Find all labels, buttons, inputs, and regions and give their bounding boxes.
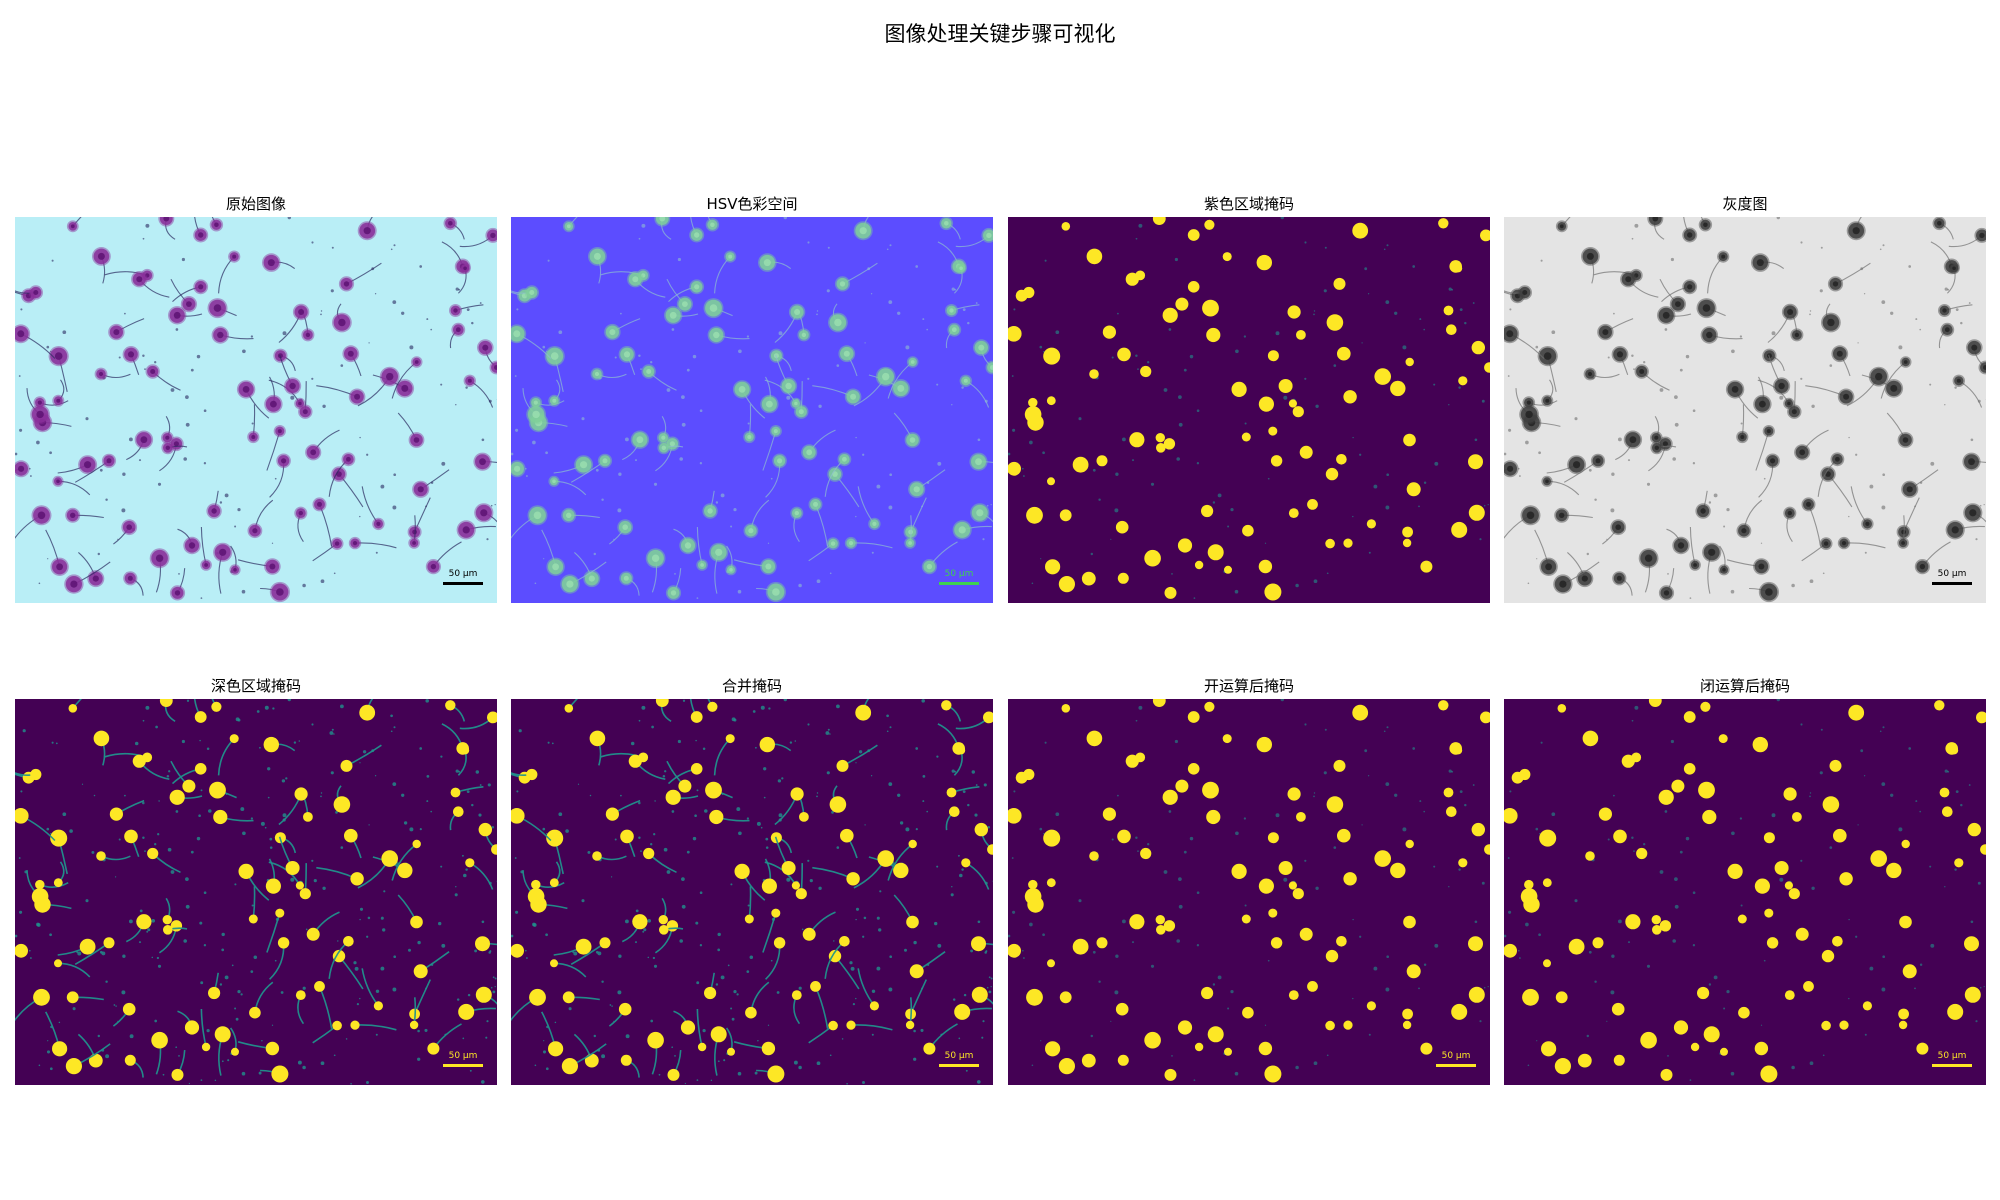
image-merged-mask: 50 µm [511, 699, 993, 1085]
scale-bar-label: 50 µm [448, 569, 478, 579]
panel-title: HSV色彩空间 [706, 195, 798, 213]
scale-bar-label: 50 µm [448, 1051, 478, 1061]
panel-title: 闭运算后掩码 [1699, 677, 1790, 695]
image-original: 50 µm [15, 217, 497, 603]
micrograph-canvas [1008, 699, 1490, 1085]
panel-title: 灰度图 [1722, 195, 1768, 213]
scale-bar-label: 50 µm [1937, 1051, 1967, 1061]
image-dark-mask: 50 µm [15, 699, 497, 1085]
scale-bar-label: 50 µm [1937, 569, 1967, 579]
scale-bar [1932, 582, 1972, 585]
scale-bar-label: 50 µm [1441, 1051, 1471, 1061]
image-background [1504, 217, 1986, 603]
scale-bar [1436, 1064, 1476, 1067]
micrograph-canvas [15, 217, 497, 603]
scale-bar [939, 582, 979, 585]
scale-bar [939, 1064, 979, 1067]
panel-title: 深色区域掩码 [210, 677, 301, 695]
micrograph-canvas [511, 699, 993, 1085]
panel-title: 原始图像 [225, 195, 286, 213]
image-hsv: 50 µm [511, 217, 993, 603]
image-opened-mask: 50 µm [1008, 699, 1490, 1085]
image-background [1008, 699, 1490, 1085]
micrograph-canvas [1504, 217, 1986, 603]
image-background [15, 217, 497, 603]
image-closed-mask: 50 µm [1504, 699, 1986, 1085]
scale-bar [1932, 1064, 1972, 1067]
scale-bar [443, 582, 483, 585]
image-background [511, 699, 993, 1085]
scale-bar [443, 1064, 483, 1067]
micrograph-canvas [1504, 699, 1986, 1085]
panel-title: 合并掩码 [721, 677, 782, 695]
scale-bar-label: 50 µm [944, 569, 974, 579]
image-grayscale: 50 µm [1504, 217, 1986, 603]
image-purple-mask [1008, 217, 1490, 603]
scale-bar-label: 50 µm [944, 1051, 974, 1061]
image-background [511, 217, 993, 603]
panel-title: 开运算后掩码 [1203, 677, 1294, 695]
figure-title: 图像处理关键步骤可视化 [884, 22, 1116, 46]
image-background [15, 699, 497, 1085]
panel-title: 紫色区域掩码 [1203, 195, 1294, 213]
micrograph-canvas [511, 217, 993, 603]
image-background [1008, 217, 1490, 603]
micrograph-canvas [15, 699, 497, 1085]
image-background [1504, 699, 1986, 1085]
micrograph-canvas [1008, 217, 1490, 603]
